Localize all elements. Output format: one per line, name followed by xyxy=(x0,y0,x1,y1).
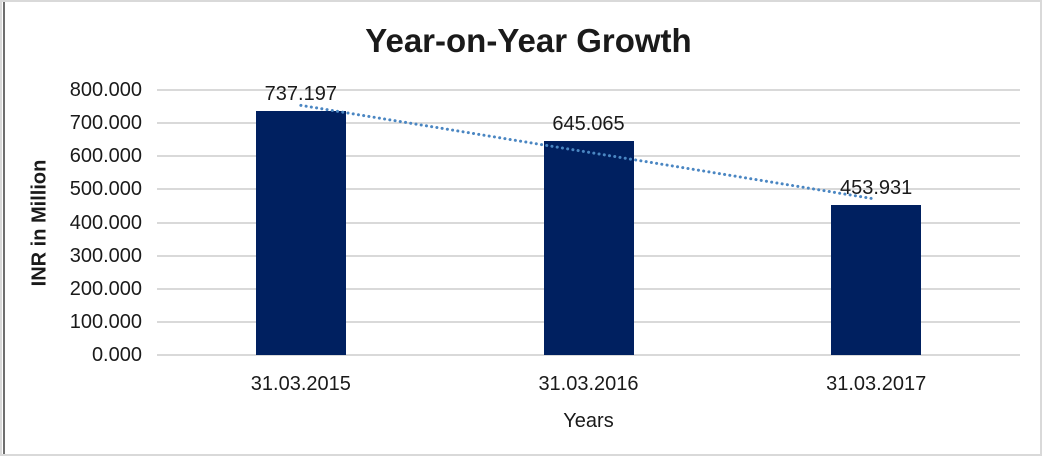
y-tick-label: 500.000 xyxy=(69,178,142,201)
data-label: 645.065 xyxy=(552,113,625,136)
y-tick-label: 0.000 xyxy=(91,344,142,366)
y-tick-label: 300.000 xyxy=(69,244,142,267)
trendline-path xyxy=(299,103,878,201)
data-label: 453.931 xyxy=(840,176,913,199)
x-tick-label: 31.03.2017 xyxy=(826,373,927,395)
y-tick-label: 400.000 xyxy=(69,211,142,234)
x-tick-label: 31.03.2015 xyxy=(250,373,351,395)
left-frame-line xyxy=(3,2,5,454)
gridline xyxy=(157,354,1020,356)
data-label: 737.197 xyxy=(264,82,337,105)
gridline xyxy=(157,122,1020,125)
bar-31.03.2016 xyxy=(543,141,634,355)
bar-31.03.2017 xyxy=(831,204,922,355)
x-tick-label: 31.03.2016 xyxy=(538,373,639,395)
y-tick-label: 700.000 xyxy=(69,112,142,135)
gridline xyxy=(157,89,1020,91)
y-tick-label: 600.000 xyxy=(69,145,142,168)
y-tick-label: 200.000 xyxy=(69,277,142,300)
y-tick-label: 100.000 xyxy=(69,310,142,333)
y-tick-label: 800.000 xyxy=(69,79,142,101)
bar-31.03.2015 xyxy=(255,110,346,355)
chart-title: Year-on-Year Growth xyxy=(365,22,692,59)
x-axis-title: Years xyxy=(563,410,614,432)
